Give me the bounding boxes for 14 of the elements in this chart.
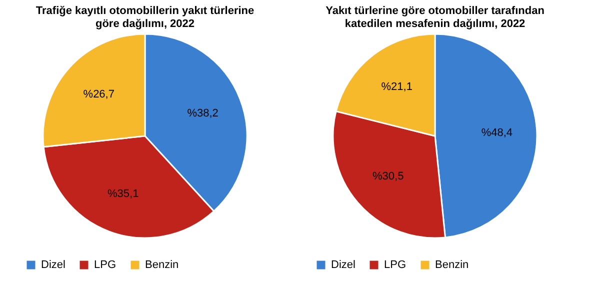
legend-label: Dizel (41, 259, 66, 271)
data-label: %30,5 (372, 170, 404, 183)
data-label: %48,4 (481, 126, 513, 139)
data-label: %21,1 (381, 81, 412, 94)
data-label: %38,2 (187, 108, 218, 120)
legend-label: LPG (94, 259, 116, 271)
legend-label: Dizel (331, 259, 356, 271)
data-label: %26,7 (83, 88, 114, 101)
legend-label: Benzin (435, 259, 469, 271)
data-label: %35,1 (107, 188, 139, 200)
chart-title: Yakıt türlerine göre otomobiller tarafından katedilen mesafenin dağılımı, 2022 (326, 5, 545, 30)
chart-title: Trafiğe kayıtlı otomobillerin yakıt türlerine göre dağılımı, 2022 (36, 5, 254, 30)
legend-label: LPG (384, 259, 406, 271)
legend-label: Benzin (145, 259, 179, 271)
